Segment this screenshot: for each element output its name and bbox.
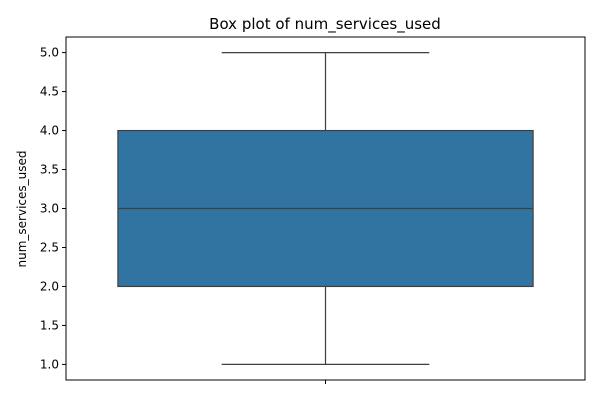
- y-tick-label: 4.0: [40, 124, 59, 138]
- y-tick-label: 3.5: [40, 163, 59, 177]
- y-tick-label: 3.0: [40, 202, 59, 216]
- y-tick-label: 1.0: [40, 357, 59, 371]
- y-tick-label: 5.0: [40, 46, 59, 60]
- y-tick-label: 2.5: [40, 240, 59, 254]
- y-axis-label: num_services_used: [15, 151, 29, 268]
- chart-title: Box plot of num_services_used: [209, 15, 441, 34]
- y-tick-label: 2.0: [40, 279, 59, 293]
- y-tick-label: 4.5: [40, 85, 59, 99]
- y-tick-label: 1.5: [40, 318, 59, 332]
- axes-frame: [65, 36, 586, 381]
- plot-area: 1.0 1.5 2.0 2.5 3.0 3.5 4.0 4.5 5.0: [40, 36, 586, 384]
